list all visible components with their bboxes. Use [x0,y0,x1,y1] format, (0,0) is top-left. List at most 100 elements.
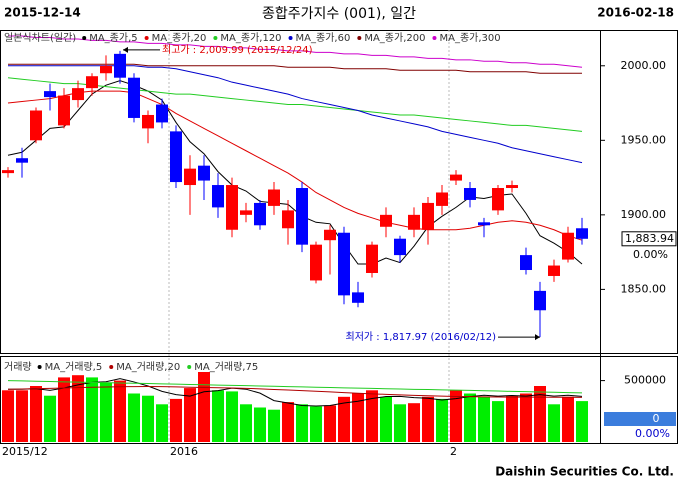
volume-bar [254,407,266,442]
candle-body [128,77,140,118]
last-price: 1,883.94 [625,232,674,245]
candle-body [72,88,84,101]
candle-body [534,290,546,311]
legend-swatch [144,36,149,40]
high-annotation: 최고가 : 2,009.99 (2015/12/24) [162,44,313,56]
last-price-box [621,231,677,247]
volume-bar [296,404,308,442]
ma-line [7,77,583,132]
volume-bar [282,402,294,442]
candle-body [268,189,280,206]
volume-bar [16,390,28,442]
candle-body [338,232,350,296]
candle-body [520,255,532,271]
candle-body [30,110,42,141]
legend-entry: MA_종가,60 [296,32,351,44]
candle-body [506,185,518,189]
volume-bar [170,398,182,442]
volume-bar [100,382,112,442]
x-tick-label: 2016 [170,445,198,458]
candle-body [86,76,98,89]
ma-line [8,378,583,407]
legend-swatch [357,36,362,40]
candle-body [478,222,490,226]
candle-body [422,202,434,230]
legend-entry: MA_종가,5 [89,32,137,44]
annotation-arrowhead [123,46,128,53]
volume-bar [86,377,98,442]
candle-body [366,244,378,273]
ma-line [8,35,583,68]
legend-swatch [109,365,114,369]
legend-swatch [82,36,87,40]
candle-body [254,202,266,226]
volume-bar [548,404,560,442]
volume-bar [2,390,14,442]
legend-swatch [213,36,218,40]
volume-bar [394,404,406,442]
legend-entry: MA_종가,200 [364,32,425,44]
legend-swatch [288,36,293,40]
candle-body [240,210,252,215]
y-tick-label: 1950.00 [621,133,667,146]
volume-bar [506,395,518,442]
volume-bar [464,393,476,442]
candle-body [2,170,14,174]
volume-bar [380,396,392,442]
candle-body [380,214,392,227]
ma-line [7,385,583,398]
candle-body [100,65,112,74]
volume-change: 0.00% [635,427,670,440]
x-tick-label: 2 [450,445,457,458]
candle-body [198,165,210,181]
candle-body [408,214,420,230]
volume-bar [576,401,588,442]
legend-swatch [187,365,192,369]
chart-title: 종합주가지수 (001), 일간 [262,6,416,22]
last-change: 0.00% [633,248,668,261]
volume-bar [478,396,490,442]
legend-entry: MA_거래량,75 [194,361,258,373]
volume-bar [226,391,238,442]
candle-body [310,244,322,281]
candle-body [114,53,126,78]
volume-bar [30,386,42,442]
legend-label: 일본식차트(일간) [4,32,76,44]
ma-line [8,63,582,74]
volume-bar [44,395,56,442]
candle-body [212,185,224,208]
candle-body [170,131,182,183]
volume-bar [366,390,378,442]
candle-body [394,238,406,256]
volume-bar [450,390,462,442]
candle-body [548,265,560,276]
volume-bar [58,377,70,442]
y-tick-label: 2000.00 [621,59,667,72]
volume-bar [128,393,140,442]
volume-bar [212,390,224,442]
candle-body [282,210,294,229]
candle-body [184,168,196,186]
legend-entry: MA_거래량,20 [116,361,180,373]
volume-bar [562,396,574,442]
candle-body [142,114,154,129]
low-annotation: 최저가 : 1,817.97 (2016/02/12) [346,331,497,343]
volume-bar [436,398,448,442]
candle-body [436,192,448,206]
legend-entry: MA_종가,20 [152,32,207,44]
legend-entry: MA_종가,300 [439,32,500,44]
ma-line [7,380,583,394]
legend-swatch [37,365,42,369]
annotation-arrowhead [535,334,540,341]
volume-bar [520,393,532,442]
volume-bar [310,406,322,442]
legend-swatch [432,36,437,40]
candle-body [296,188,308,245]
volume-bar [240,404,252,442]
volume-bar [422,396,434,442]
legend-entry: MA_종가,120 [220,32,281,44]
volume-bar [198,372,210,442]
y-tick-label: 500000 [624,374,666,387]
legend-label: 거래량 [4,361,32,373]
